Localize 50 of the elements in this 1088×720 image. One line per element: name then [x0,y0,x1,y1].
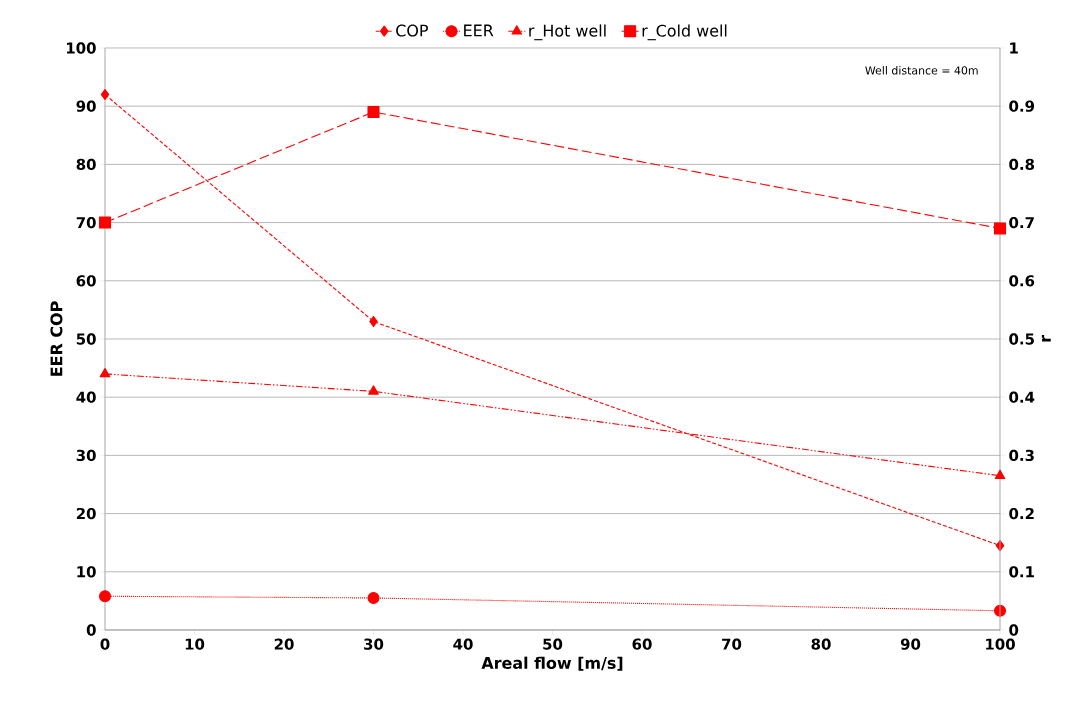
y-tick-label: 40 [76,391,96,403]
x-tick-label: 0 [100,638,110,650]
y-tick-label: 20 [76,507,96,520]
x-tick-label: 40 [453,638,473,650]
y2-tick-label: 0.7 [1009,216,1034,229]
x-tick-label: 100 [986,638,1015,650]
y-tick-label: 80 [76,158,96,171]
point [993,222,1007,235]
x-tick-label: 30 [364,638,384,650]
x-tick-label: 20 [274,638,294,650]
legend-label: EER [464,24,494,37]
point [368,385,379,395]
y2-axis-title: r [1041,335,1051,342]
x-axis-title: Areal flow [m/s] [481,656,623,671]
y2-tick-label: 0.4 [1009,391,1035,403]
y2-tick-label: 1 [1010,42,1018,54]
y-tick-label: 60 [76,275,96,287]
x-tick-label: 50 [543,638,563,650]
y-tick-label: 70 [76,216,96,229]
y-tick-label: 0 [86,624,96,636]
point [100,89,110,101]
point [367,591,380,604]
x-tick-label: 10 [185,638,205,650]
y2-tick-label: 0.9 [1009,100,1035,112]
y-tick-label: 30 [76,449,96,462]
y-tick-label: 90 [76,100,96,112]
legend-label: COP [396,24,428,37]
x-tick-label: 90 [900,638,921,650]
point [99,367,111,378]
y2-tick-label: 0.5 [1009,333,1034,345]
y2-tick-label: 0.6 [1009,275,1035,287]
point [367,105,380,119]
y2-tick-label: 0 [1009,624,1019,636]
legend-label: r_Hot well [529,24,606,41]
annotation: Well distance = 40m [865,66,978,75]
y-axis-title: EER COP [50,301,63,376]
x-tick-label: 60 [632,638,652,650]
point [994,469,1006,480]
y2-tick-label: 0.8 [1009,158,1035,171]
point [98,216,112,229]
legend-label: r_Cold well [642,24,727,41]
x-tick-label: 80 [811,638,831,650]
y-tick-label: 10 [77,566,96,578]
y-tick-label: 100 [67,42,96,54]
point [98,590,112,603]
y2-tick-label: 0.3 [1009,449,1034,462]
y2-tick-label: 0.1 [1009,566,1034,578]
y-tick-label: 50 [76,333,96,345]
y2-tick-label: 0.2 [1009,507,1034,520]
x-tick-label: 70 [722,638,742,650]
